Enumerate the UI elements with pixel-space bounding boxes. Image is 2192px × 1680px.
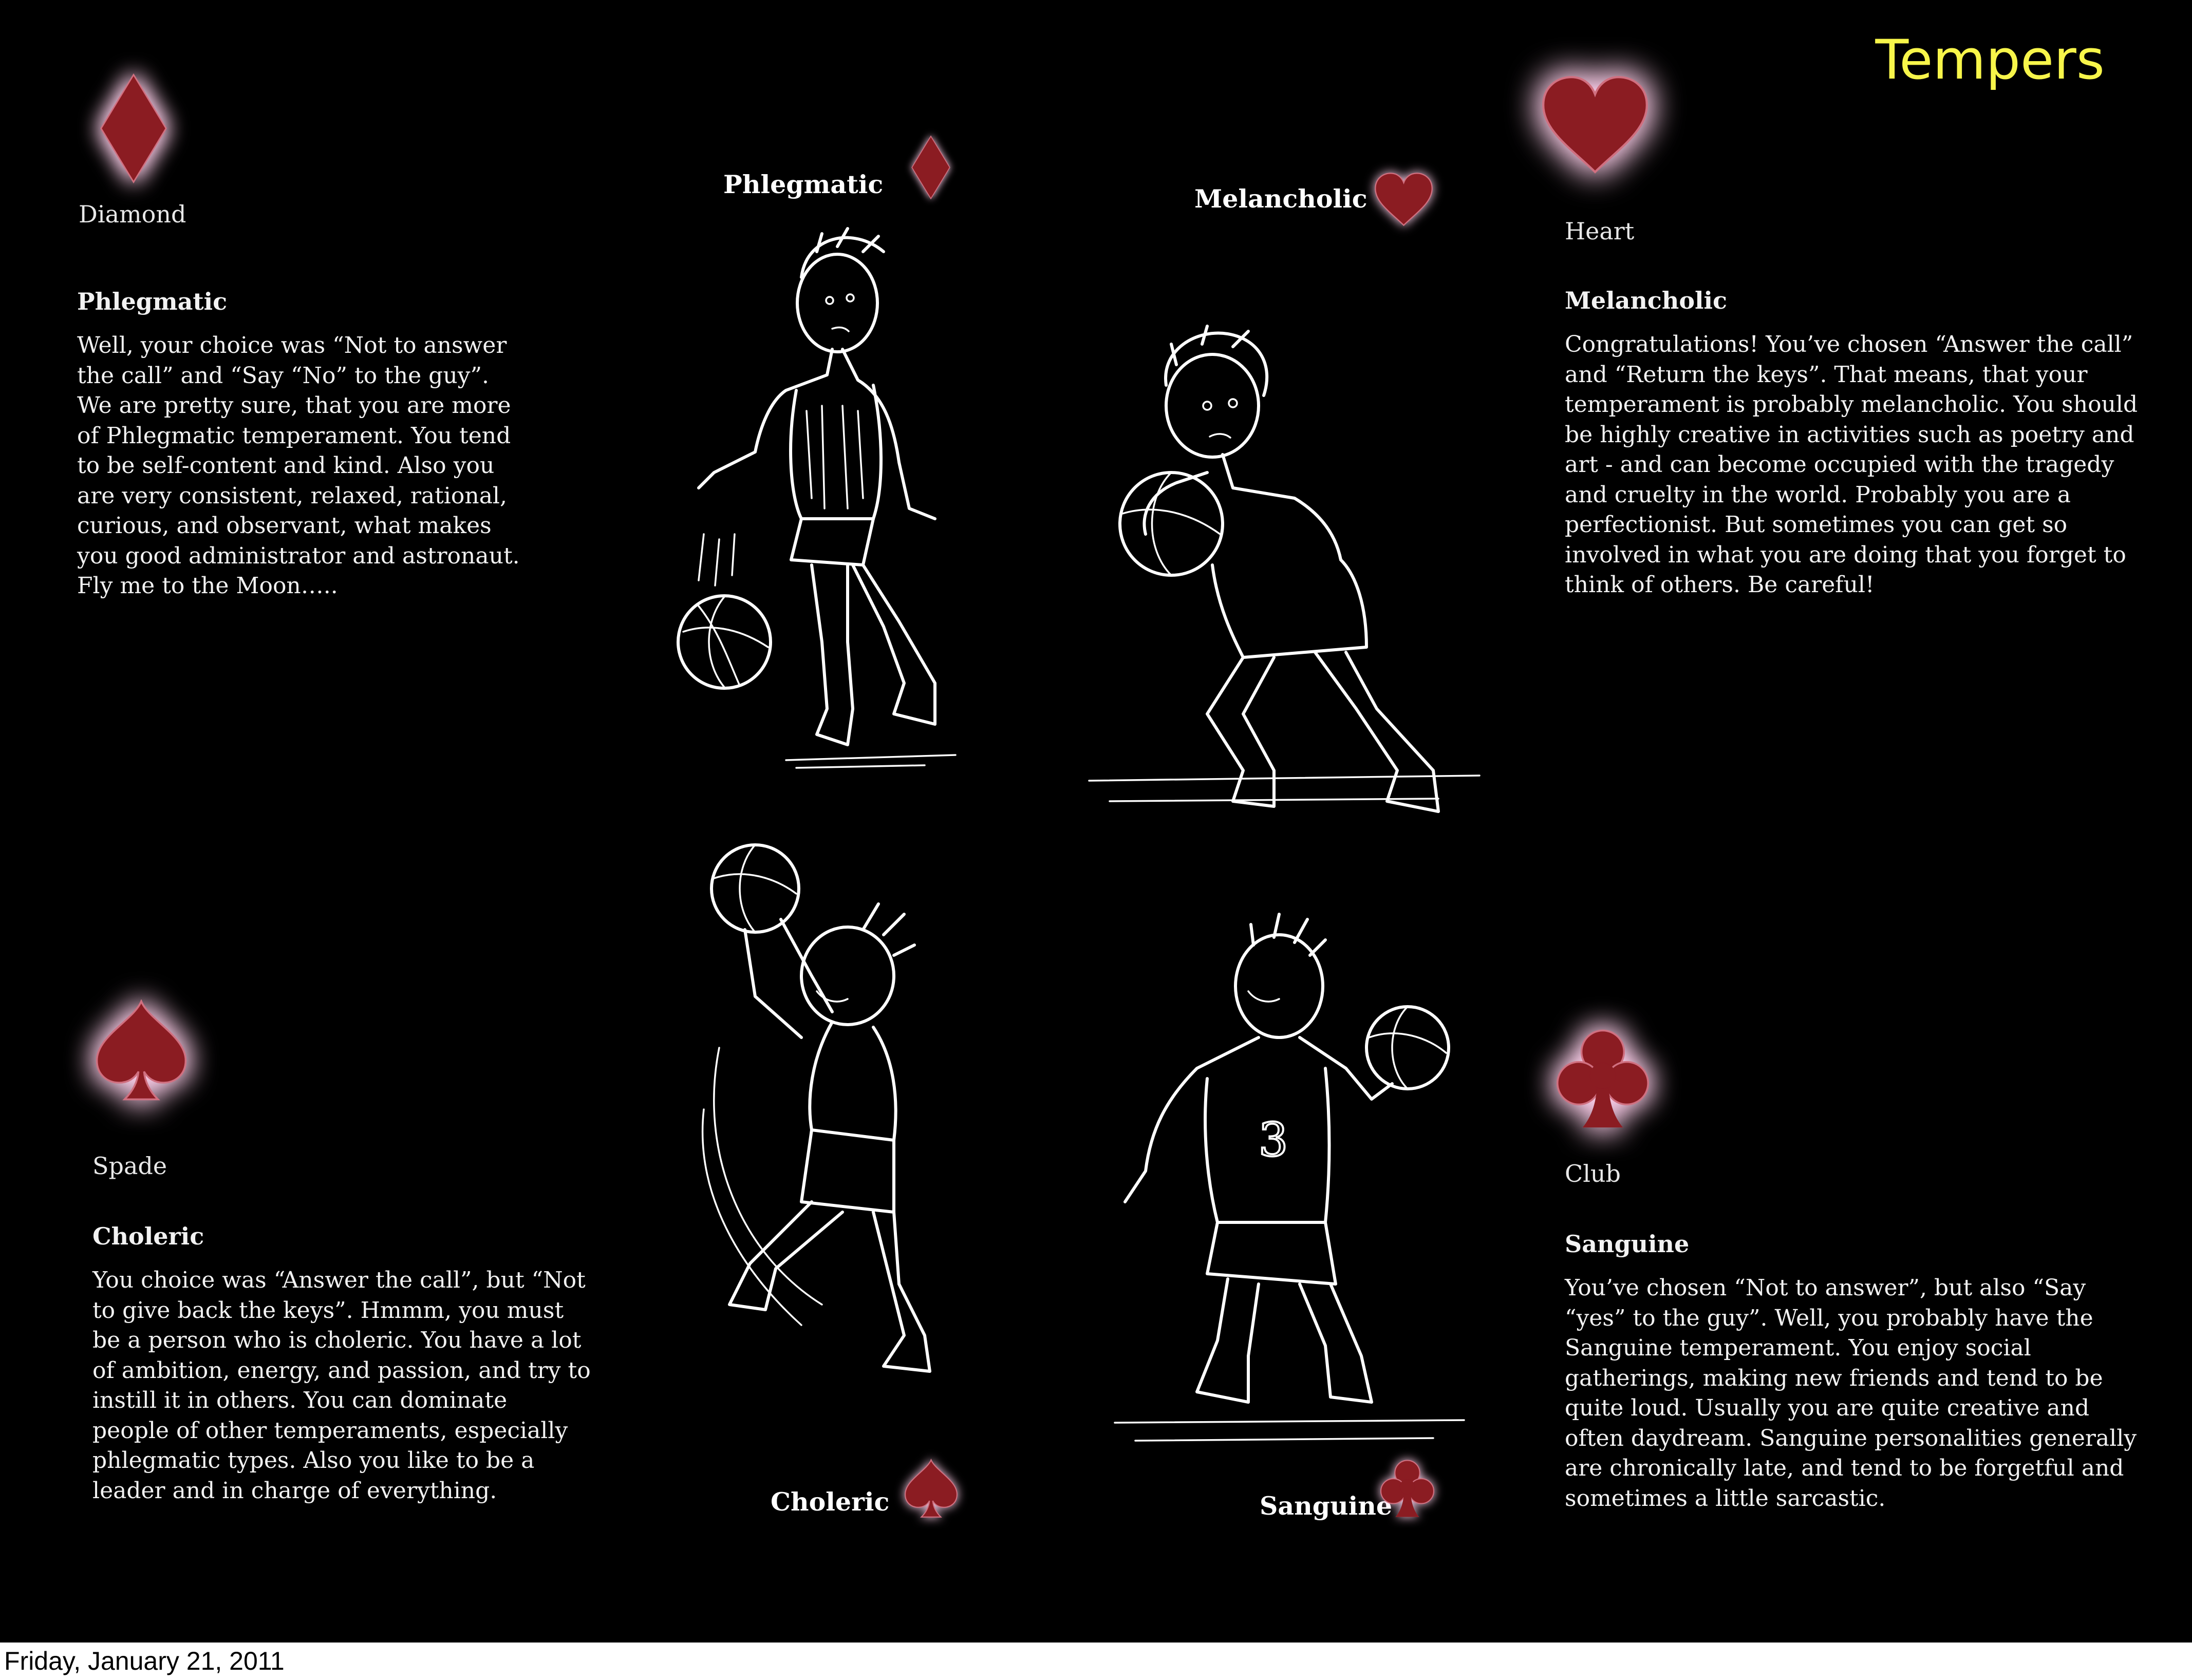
phlegmatic-text: Well, your choice was “Not to answer the… xyxy=(77,332,520,599)
diamond-icon xyxy=(98,72,170,185)
spade-icon xyxy=(95,999,188,1102)
suit-name-heart: Heart xyxy=(1565,217,1635,245)
figure-label-melancholic: Melancholic xyxy=(1194,184,1367,214)
club-icon xyxy=(1557,1027,1649,1130)
figure-label-sanguine: Sanguine xyxy=(1260,1491,1393,1521)
choleric-description: Choleric You choice was “Answer the call… xyxy=(92,1222,591,1506)
club-icon xyxy=(1380,1459,1434,1518)
choleric-heading: Choleric xyxy=(92,1222,204,1250)
page-title: Tempers xyxy=(1875,28,2105,91)
melancholic-description: Melancholic Congratulations! You’ve chos… xyxy=(1565,287,2140,600)
figure-label-choleric: Choleric xyxy=(771,1487,890,1517)
slide: Tempers Diamond Phlegmatic Well, your ch… xyxy=(0,0,2192,1643)
suit-name-club: Club xyxy=(1565,1160,1621,1187)
choleric-player-illustration xyxy=(678,842,1038,1438)
sanguine-heading: Sanguine xyxy=(1565,1230,1690,1258)
phlegmatic-heading: Phlegmatic xyxy=(77,288,228,315)
melancholic-heading: Melancholic xyxy=(1565,287,1728,314)
spade-icon xyxy=(904,1459,958,1518)
diamond-icon xyxy=(910,135,951,200)
heart-icon xyxy=(1374,172,1433,226)
sanguine-player-illustration: 3 xyxy=(1104,913,1474,1459)
sanguine-text: You’ve chosen “Not to answer”, but also … xyxy=(1565,1275,2137,1512)
phlegmatic-description: Phlegmatic Well, your choice was “Not to… xyxy=(77,288,529,601)
choleric-text: You choice was “Answer the call”, but “N… xyxy=(92,1267,591,1504)
heart-icon xyxy=(1541,74,1649,175)
melancholic-player-illustration xyxy=(1079,318,1490,842)
sanguine-description: Sanguine You’ve chosen “Not to answer”, … xyxy=(1565,1230,2140,1514)
suit-name-spade: Spade xyxy=(92,1152,167,1180)
phlegmatic-player-illustration xyxy=(668,227,976,786)
jersey-number: 3 xyxy=(1259,1113,1288,1167)
melancholic-text: Congratulations! You’ve chosen “Answer t… xyxy=(1565,331,2138,598)
footer-date: Friday, January 21, 2011 xyxy=(4,1647,285,1675)
figure-label-phlegmatic: Phlegmatic xyxy=(723,169,884,199)
suit-name-diamond: Diamond xyxy=(79,200,186,228)
